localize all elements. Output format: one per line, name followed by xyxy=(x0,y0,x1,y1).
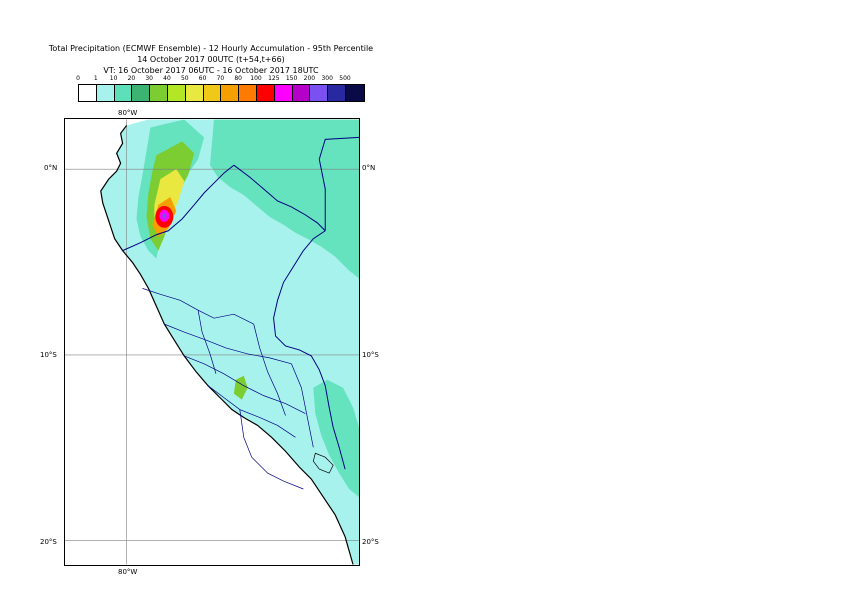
legend-swatch xyxy=(79,85,97,101)
legend-tick-label: 100 xyxy=(250,75,262,82)
legend-swatch xyxy=(345,85,364,101)
lat-label-0-right: 0°N xyxy=(362,164,376,172)
lat-label-10s-right: 10°S xyxy=(362,351,379,359)
lat-label-20s-left: 20°S xyxy=(40,538,57,546)
map-title: Total Precipitation (ECMWF Ensemble) - 1… xyxy=(48,44,374,53)
legend-swatch xyxy=(96,85,115,101)
lat-label-10s-left: 10°S xyxy=(40,351,57,359)
legend-tick-labels: 0 1 10 20 30 40 50 60 70 80 100 125 150 200 300 500 xyxy=(70,75,360,84)
valid-time-subtitle: VT: 16 October 2017 06UTC - 16 October 2… xyxy=(103,66,319,75)
legend-tick-label: 125 xyxy=(268,75,280,82)
color-legend xyxy=(78,84,365,102)
legend-swatch xyxy=(132,85,151,101)
precip-band-10-20-ne xyxy=(210,119,359,279)
legend-tick-label: 50 xyxy=(180,75,189,82)
legend-swatch xyxy=(150,85,168,101)
border-peru-brazil xyxy=(273,230,346,470)
legend-tick-label: 0 xyxy=(76,75,80,82)
map-panel: 80°W 80°W 0°N 0°N 10°S 10°S 20°S 20°S xyxy=(40,109,379,576)
legend-tick-label: 30 xyxy=(145,75,154,82)
regional-borders xyxy=(142,288,314,490)
legend-tick-label: 70 xyxy=(216,75,225,82)
border-colombia-peru xyxy=(233,164,326,232)
legend-tick-label: 80 xyxy=(234,75,243,82)
lon-label-bottom: 80°W xyxy=(118,568,138,576)
legend-swatch xyxy=(203,85,222,101)
legend-tick-label: 20 xyxy=(127,75,136,82)
legend-tick-label: 150 xyxy=(285,75,298,82)
legend-swatch xyxy=(292,85,311,101)
legend-tick-label: 300 xyxy=(321,75,333,82)
legend-tick-label: 200 xyxy=(303,75,316,82)
lat-label-20s-right: 20°S xyxy=(362,538,379,546)
legend-swatch xyxy=(114,85,133,101)
border-ecuador-peru xyxy=(122,164,235,252)
run-time-subtitle: 14 October 2017 00UTC (t+54,t+66) xyxy=(137,55,285,64)
legend-tick-label: 500 xyxy=(339,75,351,82)
border-colombia-brazil xyxy=(318,136,359,231)
legend-swatch xyxy=(167,85,186,101)
legend-swatch xyxy=(256,85,275,101)
coastline xyxy=(100,125,354,565)
legend-swatch xyxy=(239,85,257,101)
legend-swatch xyxy=(310,85,329,101)
precipitation-map xyxy=(64,118,360,566)
legend-tick-label: 1 xyxy=(93,75,98,82)
legend-swatch xyxy=(221,85,240,101)
precip-max-purple xyxy=(162,212,167,219)
legend-tick-label: 40 xyxy=(163,75,171,82)
legend-tick-label: 60 xyxy=(198,75,207,82)
lake-titicaca xyxy=(312,452,334,474)
legend-swatch xyxy=(328,85,346,101)
legend-swatch xyxy=(274,85,293,101)
legend-tick-label: 10 xyxy=(109,75,118,82)
lat-label-0-left: 0°N xyxy=(44,164,58,172)
lon-label-top: 80°W xyxy=(118,109,138,117)
legend-swatch xyxy=(185,85,204,101)
